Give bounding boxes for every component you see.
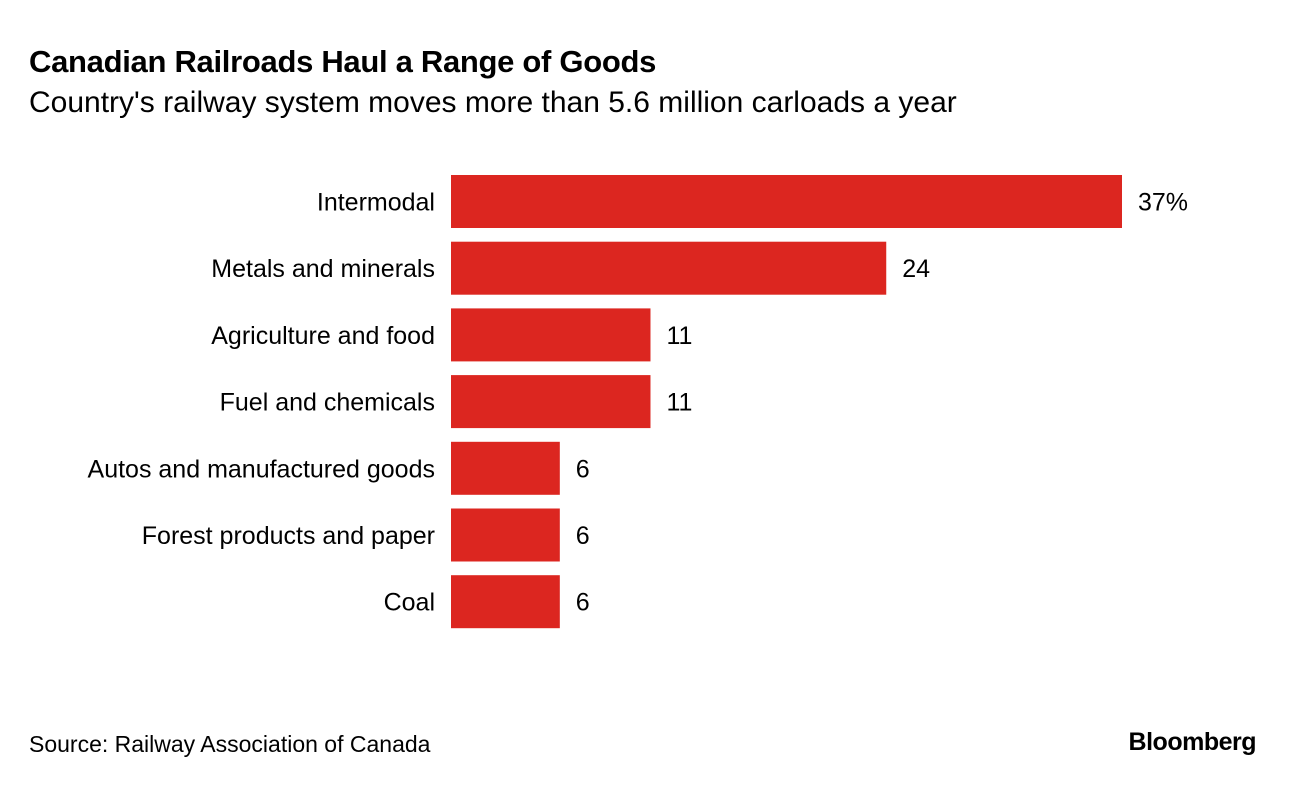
chart-subtitle: Country's railway system moves more than… (29, 86, 957, 119)
bar (451, 508, 560, 562)
value-label: 37% (1138, 189, 1188, 217)
category-label: Metals and minerals (211, 255, 435, 283)
bar (451, 175, 1122, 228)
bar (451, 375, 651, 429)
category-label: Coal (384, 589, 435, 617)
value-label: 11 (666, 389, 692, 417)
value-label: 11 (666, 322, 692, 350)
value-label: 24 (902, 255, 930, 283)
category-label: Agriculture and food (211, 322, 435, 350)
category-label: Autos and manufactured goods (88, 455, 435, 483)
bar (451, 308, 651, 362)
chart-title: Canadian Railroads Haul a Range of Goods (29, 44, 657, 79)
bar (451, 575, 560, 629)
bar (451, 241, 887, 295)
category-label: Fuel and chemicals (220, 389, 435, 417)
category-label: Intermodal (317, 189, 435, 217)
value-label: 6 (576, 522, 590, 550)
source-note: Source: Railway Association of Canada (29, 731, 431, 757)
value-label: 6 (576, 455, 590, 483)
category-label: Forest products and paper (142, 522, 435, 550)
value-label: 6 (576, 589, 590, 617)
bar (451, 441, 560, 495)
bloomberg-logo: Bloomberg (1128, 728, 1257, 756)
